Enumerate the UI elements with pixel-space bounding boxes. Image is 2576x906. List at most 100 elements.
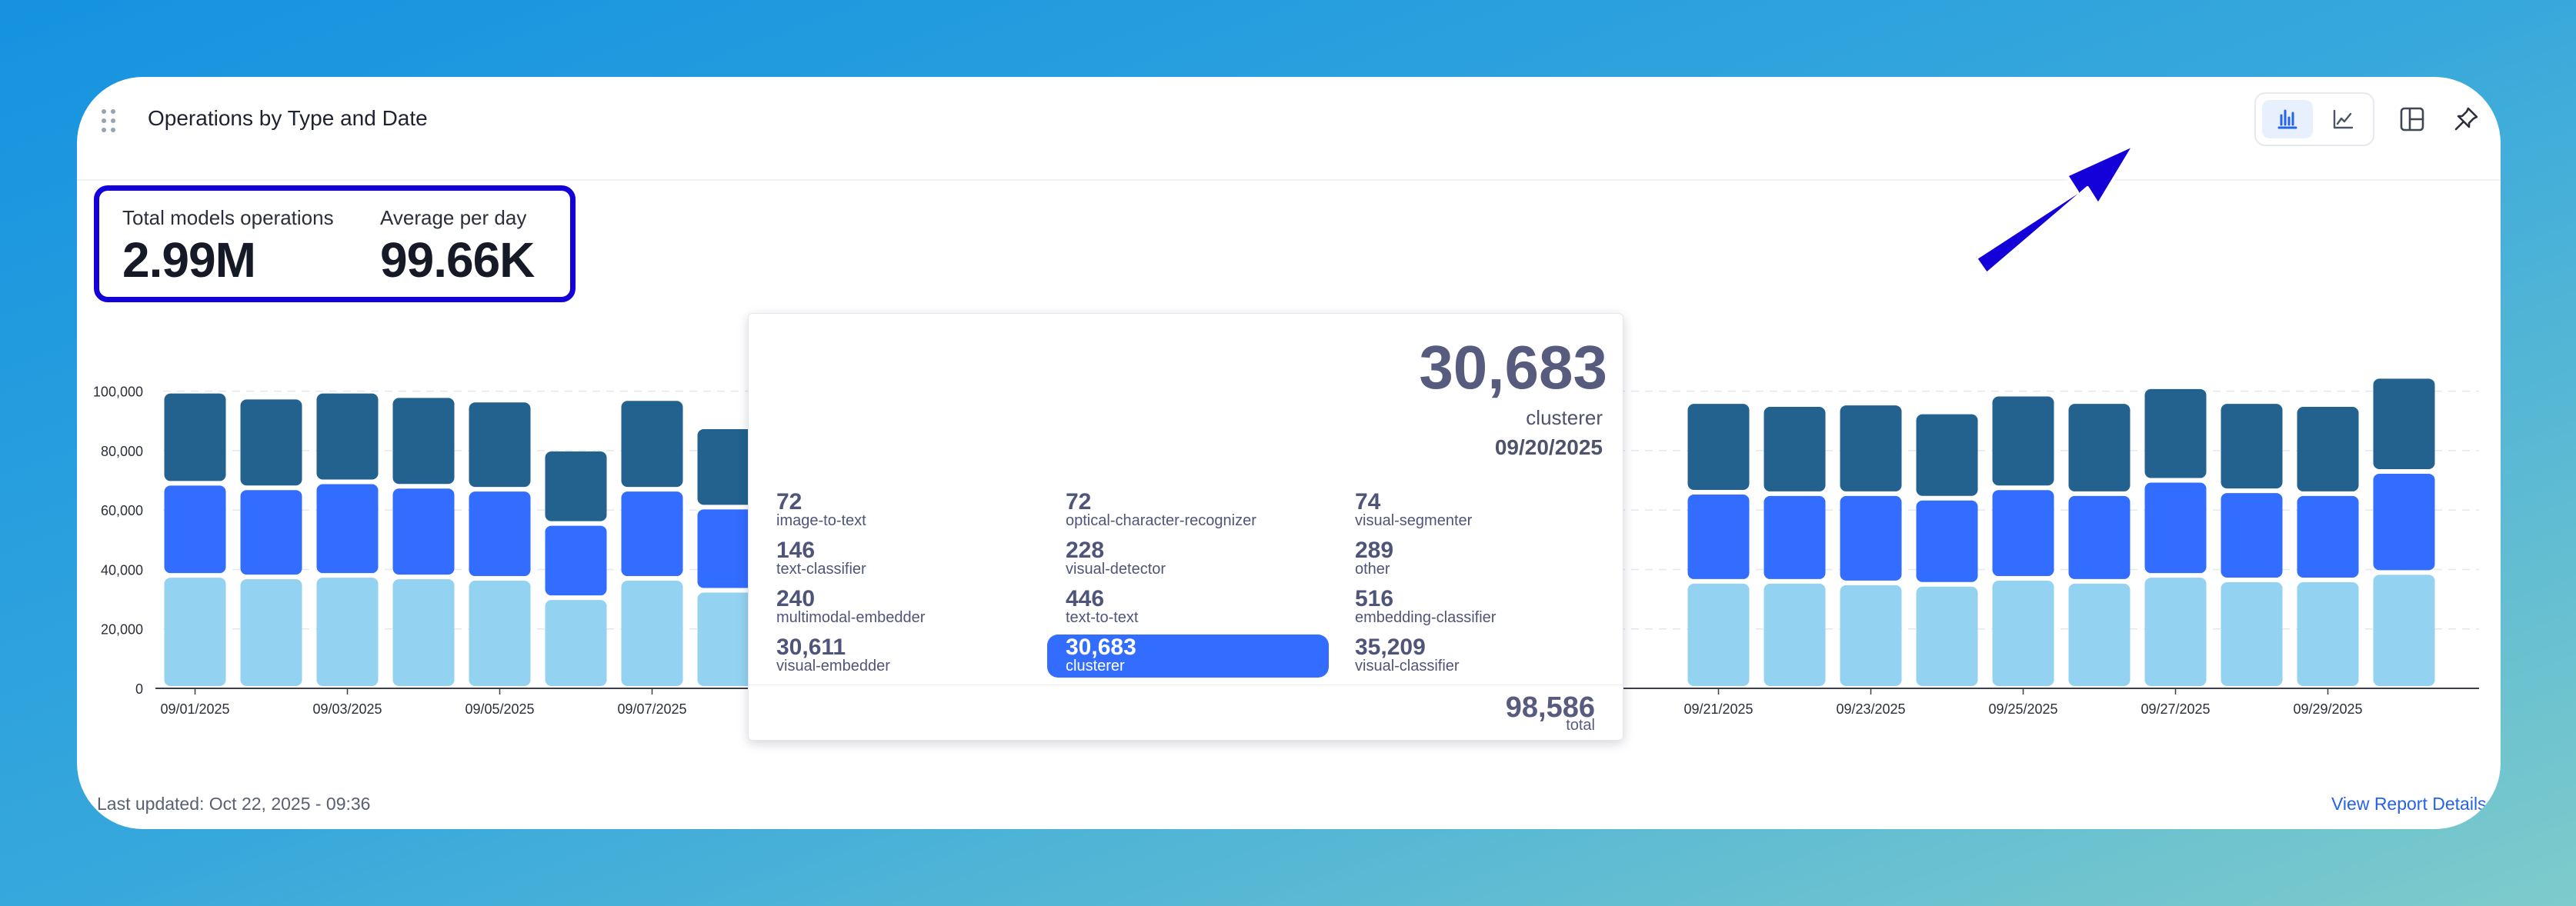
kpi-label: Average per day — [380, 206, 527, 229]
tooltip-item-value: 240 — [776, 586, 816, 611]
x-tick-label: 09/21/2025 — [1683, 701, 1753, 717]
y-tick-label: 40,000 — [101, 562, 143, 578]
tooltip-item: 228 visual-detector — [1066, 538, 1347, 581]
tooltip-item-name: clusterer — [1066, 658, 1125, 675]
layout-toggle-button[interactable] — [2393, 100, 2431, 138]
bar-segment — [2068, 495, 2131, 579]
bar-segment — [1992, 581, 2054, 686]
bar-chart-toggle-button[interactable] — [2262, 100, 2313, 138]
x-tick-label: 09/01/2025 — [160, 701, 229, 717]
bar-segment — [164, 578, 226, 686]
layout-icon — [2400, 107, 2424, 132]
bar-segment — [1687, 583, 1750, 686]
x-tick-label: 09/27/2025 — [2141, 701, 2210, 717]
bar-segment — [2068, 404, 2131, 491]
bar-segment — [2144, 578, 2207, 686]
header-divider — [77, 179, 2501, 181]
y-tick-label: 100,000 — [93, 385, 143, 400]
bar-segment — [621, 491, 683, 577]
annotation-arrow-icon — [1974, 143, 2136, 275]
bar-segment — [2221, 581, 2283, 686]
bar-segment — [1916, 586, 1978, 686]
bar-segment — [392, 488, 455, 575]
bar-segment — [2373, 575, 2435, 686]
bar-segment — [697, 509, 759, 588]
tooltip-item-name: visual-classifier — [1355, 658, 1460, 675]
bar-segment — [1763, 583, 1826, 686]
kpi-value: 2.99M — [122, 232, 256, 288]
chart-tooltip: 30,683 clusterer 09/20/2025 72 image-to-t… — [748, 313, 1623, 741]
y-tick-label: 60,000 — [101, 503, 143, 518]
tooltip-item: 72 image-to-text — [776, 489, 1058, 532]
bar-segment — [545, 451, 607, 521]
bar-segment — [2373, 473, 2435, 571]
bar-segment — [2297, 407, 2359, 491]
y-tick-label: 80,000 — [101, 444, 143, 459]
drag-handle-icon[interactable] — [102, 109, 117, 134]
line-chart-toggle-button[interactable] — [2317, 100, 2368, 138]
bar-segment — [621, 401, 683, 488]
x-tick-label: 09/25/2025 — [1988, 701, 2057, 717]
widget-title: Operations by Type and Date — [148, 106, 428, 130]
bar-segment — [1916, 414, 1978, 496]
bar-segment — [1992, 490, 2054, 577]
tooltip-item: 446 text-to-text — [1066, 586, 1347, 629]
bar-segment — [240, 490, 302, 575]
last-updated-text: Last updated: Oct 22, 2025 - 09:36 — [97, 794, 371, 814]
bar-segment — [2221, 493, 2283, 578]
y-tick-label: 0 — [135, 681, 143, 697]
tooltip-item-value: 446 — [1066, 586, 1105, 611]
x-tick-label: 09/05/2025 — [465, 701, 534, 717]
bar-segment — [392, 579, 455, 686]
tooltip-value: 30,683 — [1419, 333, 1607, 401]
tooltip-divider — [749, 684, 1623, 685]
tooltip-item-value: 30,611 — [776, 635, 846, 660]
bar-segment — [1687, 404, 1750, 490]
tooltip-item: 30,683 clusterer — [1047, 635, 1329, 678]
bar-segment — [1687, 495, 1750, 579]
tooltip-item: 516 embedding-classifier — [1355, 586, 1637, 629]
bar-segment — [2297, 581, 2359, 686]
tooltip-item-name: optical-character-recognizer — [1066, 512, 1256, 529]
bar-segment — [2144, 482, 2207, 574]
tooltip-item-value: 146 — [776, 538, 816, 563]
bar-segment — [2144, 388, 2207, 478]
tooltip-item-name: visual-detector — [1066, 561, 1166, 578]
tooltip-item-name: image-to-text — [776, 512, 866, 529]
tooltip-item-value: 30,683 — [1066, 635, 1136, 660]
pin-button[interactable] — [2447, 100, 2485, 138]
tooltip-item-name: other — [1355, 561, 1390, 578]
bar-segment — [1992, 396, 2054, 486]
tooltip-item-name: multimodal-embedder — [776, 609, 926, 626]
x-tick-label: 09/03/2025 — [312, 701, 382, 717]
bar-segment — [1840, 585, 1902, 686]
bar-segment — [240, 399, 302, 486]
tooltip-total: 98,586 — [1505, 691, 1595, 724]
bar-segment — [1840, 495, 1902, 581]
view-report-details-link[interactable]: View Report Details — [2331, 794, 2487, 814]
bar-segment — [621, 581, 683, 686]
line-chart-icon — [2333, 109, 2354, 129]
kpi-label: Total models operations — [122, 206, 334, 229]
bar-segment — [2297, 495, 2359, 578]
x-tick-label: 09/29/2025 — [2293, 701, 2362, 717]
tooltip-item-name: text-classifier — [776, 561, 866, 578]
tooltip-item-value: 74 — [1355, 489, 1381, 515]
bar-chart-icon — [2277, 109, 2297, 129]
tooltip-item-name: visual-segmenter — [1355, 512, 1473, 529]
bar-segment — [697, 592, 759, 686]
bar-segment — [392, 398, 455, 485]
kpi-summary-box: Total models operations 2.99M Average pe… — [94, 185, 576, 302]
bar-segment — [2068, 583, 2131, 686]
tooltip-item: 30,611 visual-embedder — [776, 635, 1058, 678]
bar-segment — [469, 581, 531, 686]
kpi-value: 99.66K — [380, 232, 535, 288]
tooltip-item-value: 35,209 — [1355, 635, 1426, 660]
tooltip-item: 74 visual-segmenter — [1355, 489, 1637, 532]
bar-segment — [164, 485, 226, 574]
bar-segment — [1916, 500, 1978, 582]
bar-segment — [697, 429, 759, 505]
tooltip-item: 240 multimodal-embedder — [776, 586, 1058, 629]
x-tick-label: 09/23/2025 — [1836, 701, 1905, 717]
tooltip-item: 35,209 visual-classifier — [1355, 635, 1637, 678]
